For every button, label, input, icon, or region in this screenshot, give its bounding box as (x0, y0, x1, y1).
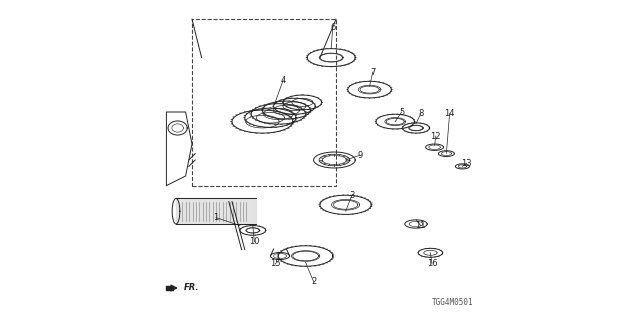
Text: 4: 4 (280, 76, 286, 84)
Text: 7: 7 (370, 68, 376, 76)
Text: FR.: FR. (184, 283, 200, 292)
Text: 2: 2 (311, 277, 316, 286)
Bar (192, 19, 336, 186)
Text: 10: 10 (249, 237, 260, 246)
Text: 11: 11 (415, 221, 426, 230)
Text: 9: 9 (357, 151, 363, 160)
Text: 8: 8 (418, 109, 424, 118)
Text: 14: 14 (444, 109, 455, 118)
Text: 1: 1 (213, 213, 219, 222)
Text: 5: 5 (399, 108, 404, 116)
Text: 15: 15 (270, 260, 280, 268)
Text: TGG4M0501: TGG4M0501 (432, 298, 474, 307)
Text: 3: 3 (349, 191, 355, 200)
Text: 13: 13 (461, 159, 472, 168)
Text: 6: 6 (330, 23, 335, 32)
Text: 12: 12 (431, 132, 441, 140)
Text: 16: 16 (427, 260, 437, 268)
